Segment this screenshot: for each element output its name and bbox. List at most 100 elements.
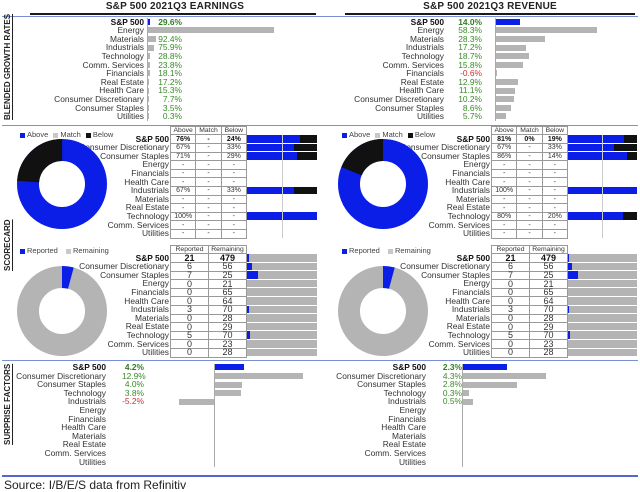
legend-remaining: Remaining [72, 246, 109, 255]
revenue-reported-donut [338, 266, 428, 356]
beat-above-bar [567, 212, 623, 220]
separator-top [2, 16, 638, 17]
beat-row-label: Health Care [445, 176, 490, 187]
report-reported-bar [567, 271, 578, 279]
beat-header-below: Below [541, 125, 569, 136]
beat-cell-match: - [195, 203, 222, 213]
growth-row-value: 18.7% [458, 50, 482, 61]
beat-table-row: 67% -33% [169, 186, 248, 196]
report-table-row: 0 21 [491, 279, 568, 289]
source-note: Source: I/B/E/S data from Refinitiv [4, 478, 187, 492]
growth-row-value: -0.6% [460, 68, 482, 79]
beat-above-bar [247, 143, 294, 152]
beat-table-row: 100% - - [490, 186, 569, 196]
beat-cell-match: - [516, 186, 543, 196]
growth-row-value: 23.8% [158, 59, 182, 70]
surprise-bar [463, 398, 473, 405]
report-reported-bar [247, 262, 252, 271]
beat-cell-match: - [516, 160, 543, 170]
report-table-row: 0 28 [491, 348, 568, 358]
surprise-bar [463, 364, 508, 371]
separator-bottom [2, 475, 638, 477]
beat-cell-match: - [516, 203, 543, 213]
report-row-label: Utilities [463, 347, 490, 358]
earnings-title: S&P 500 2021Q3 EARNINGS [105, 1, 245, 12]
report-table-row: 7 25 [491, 271, 568, 281]
report-row-label: S&P 500 [135, 252, 169, 263]
report-table: Reported Remaining 21 479 6 56 7 25 0 21 0 65 0 64 3 70… [491, 244, 568, 358]
beat-cell-match: - [195, 160, 222, 170]
report-table-row: 0 23 [170, 339, 247, 349]
growth-bar [148, 96, 149, 103]
growth-row-value: 75.9% [158, 42, 182, 53]
report-table-row: 6 56 [491, 262, 568, 272]
report-remaining-bar [247, 348, 317, 357]
beat-cell-match: - [195, 168, 222, 179]
beat-cell-above: - [169, 177, 197, 188]
surprise-row-value: 12.9% [122, 370, 146, 381]
separator-surprise [2, 360, 638, 361]
report-row-label: Industrials [130, 304, 169, 315]
legend-reported: Reported [27, 246, 58, 255]
beat-cell-below: 14% [541, 151, 569, 162]
beat-row-label: S&P 500 [135, 133, 169, 144]
surprise-axis-line [462, 364, 463, 468]
beat-below-bar [296, 152, 317, 160]
remaining-swatch-icon [387, 248, 393, 254]
reported-swatch-icon [342, 248, 347, 254]
report-table-row: 3 70 [491, 305, 568, 315]
growth-bar [496, 87, 516, 94]
growth-bar [496, 53, 529, 60]
revenue-report-legend: Reported Remaining [342, 246, 431, 255]
report-table-row: 0 28 [491, 314, 568, 324]
report-row-label: Real Estate [125, 321, 169, 332]
report-remaining-bar [567, 279, 637, 288]
beat-cell-below: - [220, 177, 248, 188]
beat-cell-match: - [516, 177, 543, 188]
beat-row-label: Utilities [142, 228, 169, 239]
report-table-row: 3 70 [170, 305, 247, 315]
growth-row-value: 58.3% [458, 25, 482, 36]
beat-cell-below: - [541, 220, 569, 230]
report-remaining-bar [567, 305, 637, 314]
beat-gridline [282, 134, 283, 238]
growth-row-label: Financials [106, 68, 144, 79]
beat-cell-below: - [541, 186, 569, 196]
beat-table-row: 71% -29% [169, 151, 248, 162]
revenue-title-underline [345, 13, 635, 15]
report-remaining-bar [567, 271, 637, 279]
beat-table: Above Match Below 76% -24% 67% -33% 71% -29% - - - -… [169, 125, 248, 239]
beat-cell-above: - [490, 168, 518, 179]
beat-cell-match: - [195, 229, 222, 239]
growth-bar [148, 53, 151, 60]
beat-cell-above: 80% [490, 211, 518, 222]
surprise-row-label: Consumer Discretionary [336, 370, 426, 381]
growth-row-value: 15.3% [158, 85, 182, 96]
surprise-row-label: Comm. Services [44, 448, 106, 458]
beat-cell-below: 33% [541, 143, 569, 153]
surprise-bar [463, 390, 469, 397]
beat-table-row: --- [490, 220, 569, 230]
beat-row-label: Health Care [124, 176, 169, 187]
beat-cell-above: - [490, 160, 518, 170]
beat-cell-below: - [541, 194, 569, 205]
report-row-label: Technology [126, 329, 169, 340]
growth-row-value: 10.2% [458, 93, 482, 104]
beat-row-label: Real Estate [125, 202, 169, 213]
surprise-bar [215, 381, 243, 388]
beat-cell-above: 71% [169, 151, 197, 162]
report-row-label: Consumer Staples [421, 269, 490, 280]
growth-bar [496, 79, 519, 85]
growth-bar [496, 70, 497, 77]
legend-match: Match [60, 130, 81, 139]
growth-bar [148, 87, 150, 94]
beat-cell-above: - [490, 177, 518, 188]
beat-above-bar [247, 135, 301, 143]
beat-above-bar [567, 143, 614, 152]
growth-bar [496, 113, 506, 120]
beat-cell-match: - [516, 194, 543, 205]
report-remaining-bar [247, 340, 317, 348]
beat-cell-below: - [220, 211, 248, 222]
report-row-label: Technology [447, 329, 490, 340]
growth-row-label: Comm. Services [382, 59, 444, 70]
